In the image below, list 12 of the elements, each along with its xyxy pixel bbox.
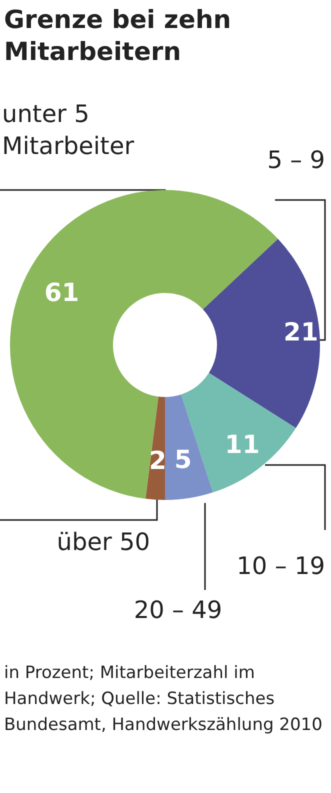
slice-label: 10 – 19 xyxy=(236,552,325,580)
data-label: 5 xyxy=(174,444,192,474)
slice-label: über 50 xyxy=(56,528,150,556)
data-label: 2 xyxy=(149,446,166,476)
chart-title: Grenze bei zehn Mitarbeitern xyxy=(4,4,232,68)
text: in Prozent; Mitarbeiterzahl im Handwerk; Quelle: Statistisches Bundesamt, Handwerkszählung 2010 xyxy=(4,662,324,737)
data-label: 11 xyxy=(224,430,260,460)
slice-label: unter 5 Mitarbeiter xyxy=(2,100,134,160)
slice-label: 5 – 9 xyxy=(267,146,325,174)
data-label: 21 xyxy=(283,318,318,347)
slice-label: 20 – 49 xyxy=(134,596,222,624)
data-label: 61 xyxy=(44,278,80,307)
